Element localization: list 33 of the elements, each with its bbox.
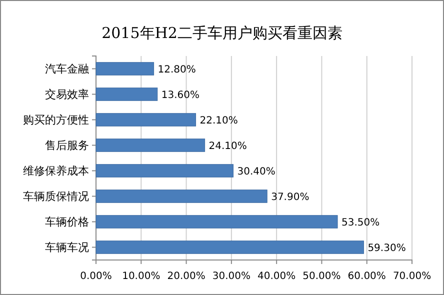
- y-tick-label: 车辆质保情况: [23, 190, 89, 203]
- bar: [96, 240, 364, 254]
- data-label: 13.60%: [161, 90, 200, 101]
- data-label: 12.80%: [158, 64, 196, 76]
- bar: [96, 215, 338, 228]
- x-tick-label: 70.00%: [392, 271, 432, 282]
- data-label: 30.40%: [237, 166, 276, 178]
- chart-title: 2015年H2二手车用户购买看重因素: [102, 24, 342, 42]
- bar: [96, 113, 196, 126]
- bar: [96, 88, 158, 101]
- x-tick-label: 10.00%: [122, 271, 160, 282]
- data-label: 59.30%: [368, 242, 406, 254]
- bar: [96, 190, 268, 203]
- x-tick-label: 40.00%: [258, 271, 296, 282]
- y-tick-label: 交易效率: [45, 88, 89, 101]
- x-tick-label: 60.00%: [348, 271, 386, 282]
- data-label: 24.10%: [208, 140, 247, 152]
- x-tick-label: 20.00%: [167, 271, 206, 282]
- data-label: 37.90%: [271, 192, 310, 203]
- x-tick-label: 30.00%: [212, 271, 250, 282]
- y-tick-label: 汽车金融: [45, 62, 89, 76]
- y-tick-label: 车辆价格: [45, 215, 89, 228]
- x-tick-label: 50.00%: [302, 271, 341, 282]
- y-tick-label: 车辆车况: [45, 240, 89, 254]
- y-tick-label: 售后服务: [45, 138, 89, 152]
- bar: [96, 138, 206, 152]
- data-label: 53.50%: [342, 217, 380, 228]
- data-label: 22.10%: [200, 115, 238, 126]
- bar: [96, 62, 154, 76]
- y-tick-label: 维修保养成本: [23, 164, 89, 178]
- y-tick-label: 购买的方便性: [23, 113, 89, 126]
- x-tick-label: 0.00%: [80, 271, 112, 282]
- bar: [96, 164, 234, 178]
